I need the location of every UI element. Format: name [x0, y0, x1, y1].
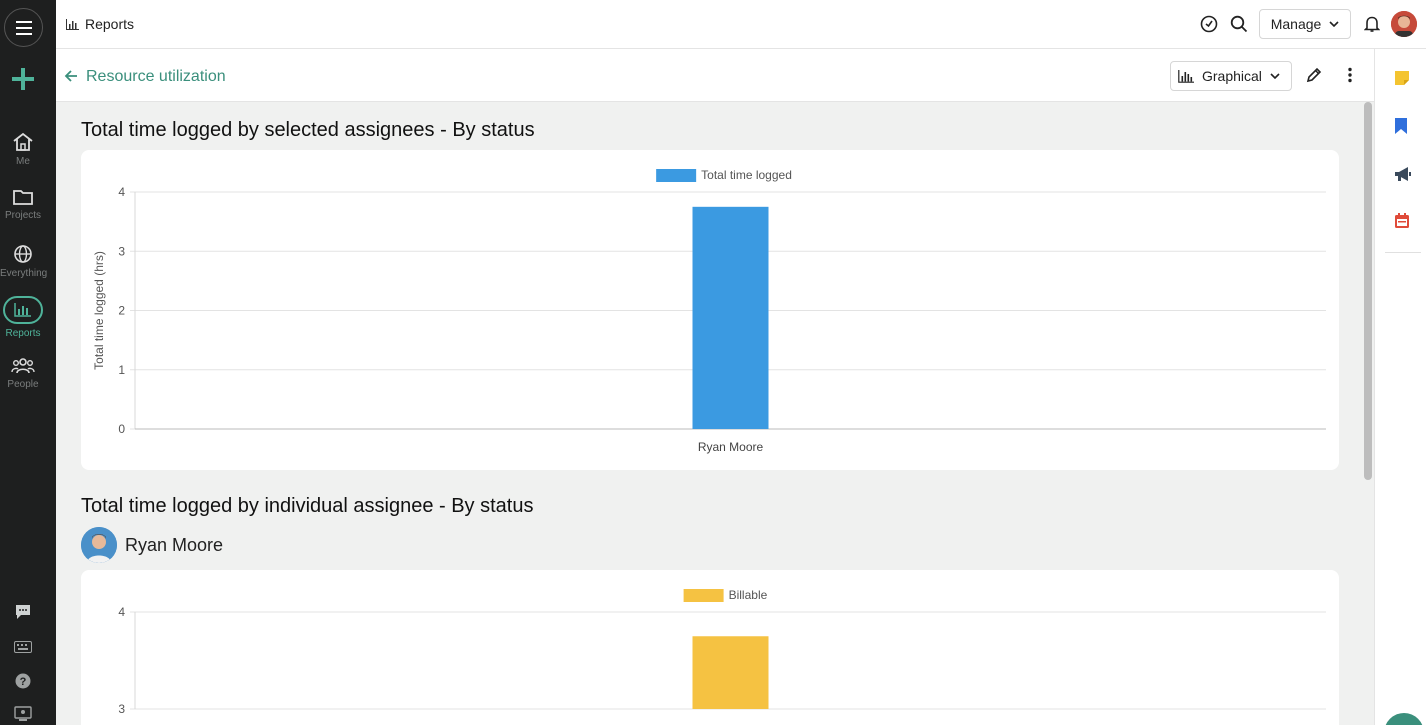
more-options-button[interactable]	[1346, 67, 1354, 88]
notifications-button[interactable]	[1362, 14, 1382, 34]
sticky-notes-button[interactable]	[1394, 70, 1412, 88]
menu-button[interactable]	[4, 8, 43, 47]
rail-item-people[interactable]: People	[0, 357, 46, 390]
y-tick-label: 0	[118, 422, 125, 436]
rail-item-label: Reports	[5, 328, 41, 339]
legend-label: Billable	[729, 588, 768, 602]
folder-icon	[13, 190, 33, 205]
calendar-icon	[1395, 213, 1409, 228]
assignee-name: Ryan Moore	[125, 534, 224, 555]
search-icon	[1230, 15, 1248, 33]
assignees-chart: Total time logged 0 1 2 3 4 Total time logged …	[92, 168, 1326, 454]
rail-item-me[interactable]: Me	[0, 132, 46, 167]
sticky-note-icon	[1395, 71, 1409, 85]
home-icon	[13, 132, 33, 151]
app-title-text: Reports	[85, 16, 135, 32]
plus-icon	[12, 68, 34, 90]
y-tick-label: 2	[118, 304, 125, 318]
help-icon: ?	[15, 673, 31, 689]
section-title: Total time logged by selected assignees …	[81, 119, 535, 141]
chevron-down-icon	[1270, 73, 1280, 79]
more-vertical-icon	[1348, 67, 1352, 83]
rail-item-label: Me	[16, 156, 30, 167]
create-button[interactable]	[11, 67, 35, 91]
rail-item-label: People	[7, 379, 39, 390]
rail-item-everything[interactable]: Everything	[0, 244, 48, 279]
bar	[692, 206, 769, 429]
legend-swatch	[656, 169, 697, 182]
profile-settings-button[interactable]	[12, 703, 34, 725]
view-mode-label: Graphical	[1202, 68, 1262, 84]
report-header: Resource utilization Graphical	[56, 49, 1374, 102]
rail-item-reports[interactable]: Reports	[0, 296, 46, 339]
chat-icon	[16, 605, 30, 619]
app-title: Reports	[66, 16, 134, 32]
rail-item-label: Projects	[4, 210, 42, 221]
chevron-down-icon	[1329, 21, 1339, 27]
content-scrollbar[interactable]	[1362, 102, 1374, 725]
avatar	[81, 527, 117, 563]
bar-chart-icon	[14, 303, 31, 317]
hamburger-icon	[15, 20, 32, 35]
y-tick-label: 3	[118, 702, 125, 716]
keyboard-button[interactable]	[12, 636, 34, 658]
legend-swatch	[683, 589, 724, 602]
y-tick-label: 4	[118, 605, 125, 619]
y-tick-label: 3	[118, 244, 125, 258]
manage-dropdown[interactable]: Manage	[1259, 9, 1351, 39]
people-icon	[11, 358, 35, 374]
assignee-header: Ryan Moore	[81, 527, 223, 563]
search-button[interactable]	[1229, 14, 1249, 34]
timer-button[interactable]	[1199, 14, 1219, 34]
avatar-image	[1391, 11, 1417, 37]
x-tick-label: Ryan Moore	[698, 440, 764, 454]
user-avatar[interactable]	[1391, 11, 1417, 37]
y-axis-label: Total time logged (hrs)	[92, 251, 106, 370]
left-rail: Me Projects Everything Reports People ?	[0, 0, 56, 725]
clock-check-icon	[1200, 15, 1218, 33]
megaphone-icon	[1395, 167, 1411, 181]
view-mode-dropdown[interactable]: Graphical	[1170, 61, 1292, 91]
chart-card: Total time logged 0 1 2 3 4 Total time logged …	[81, 150, 1339, 470]
rail-item-label: Everything	[0, 268, 48, 279]
legend-label: Total time logged	[701, 168, 792, 182]
avatar-image	[81, 527, 117, 563]
chart-card: Billable 3 4	[81, 570, 1339, 725]
right-rail	[1374, 49, 1426, 725]
calendar-button[interactable]	[1394, 213, 1412, 231]
page-title: Resource utilization	[86, 68, 226, 85]
bookmark-icon	[1395, 118, 1407, 134]
chat-button[interactable]	[12, 601, 34, 623]
monitor-user-icon	[14, 706, 32, 721]
announcements-button[interactable]	[1394, 166, 1412, 184]
bookmarks-button[interactable]	[1394, 117, 1412, 135]
scrollbar-thumb[interactable]	[1364, 102, 1372, 480]
pencil-icon	[1306, 67, 1322, 83]
bell-icon	[1364, 16, 1380, 32]
floating-action-button[interactable]	[1384, 713, 1424, 725]
svg-text:?: ?	[20, 676, 27, 688]
top-bar: Reports Manage	[56, 0, 1426, 49]
arrow-left-icon	[64, 70, 77, 82]
y-tick-label: 4	[118, 185, 125, 199]
bar	[692, 636, 769, 709]
globe-icon	[14, 245, 32, 263]
billable-chart: Billable 3 4	[118, 588, 1326, 716]
keyboard-icon	[14, 641, 32, 653]
back-button[interactable]	[64, 69, 78, 88]
edit-button[interactable]	[1306, 67, 1322, 88]
manage-label: Manage	[1270, 16, 1322, 32]
divider	[1385, 252, 1421, 253]
rail-item-projects[interactable]: Projects	[0, 188, 46, 221]
active-indicator	[3, 296, 43, 324]
section-title: Total time logged by individual assignee…	[81, 495, 534, 517]
bar-chart-icon	[1178, 69, 1194, 83]
y-tick-label: 1	[118, 363, 125, 377]
bar-chart-icon	[66, 18, 79, 30]
help-button[interactable]: ?	[12, 670, 34, 692]
